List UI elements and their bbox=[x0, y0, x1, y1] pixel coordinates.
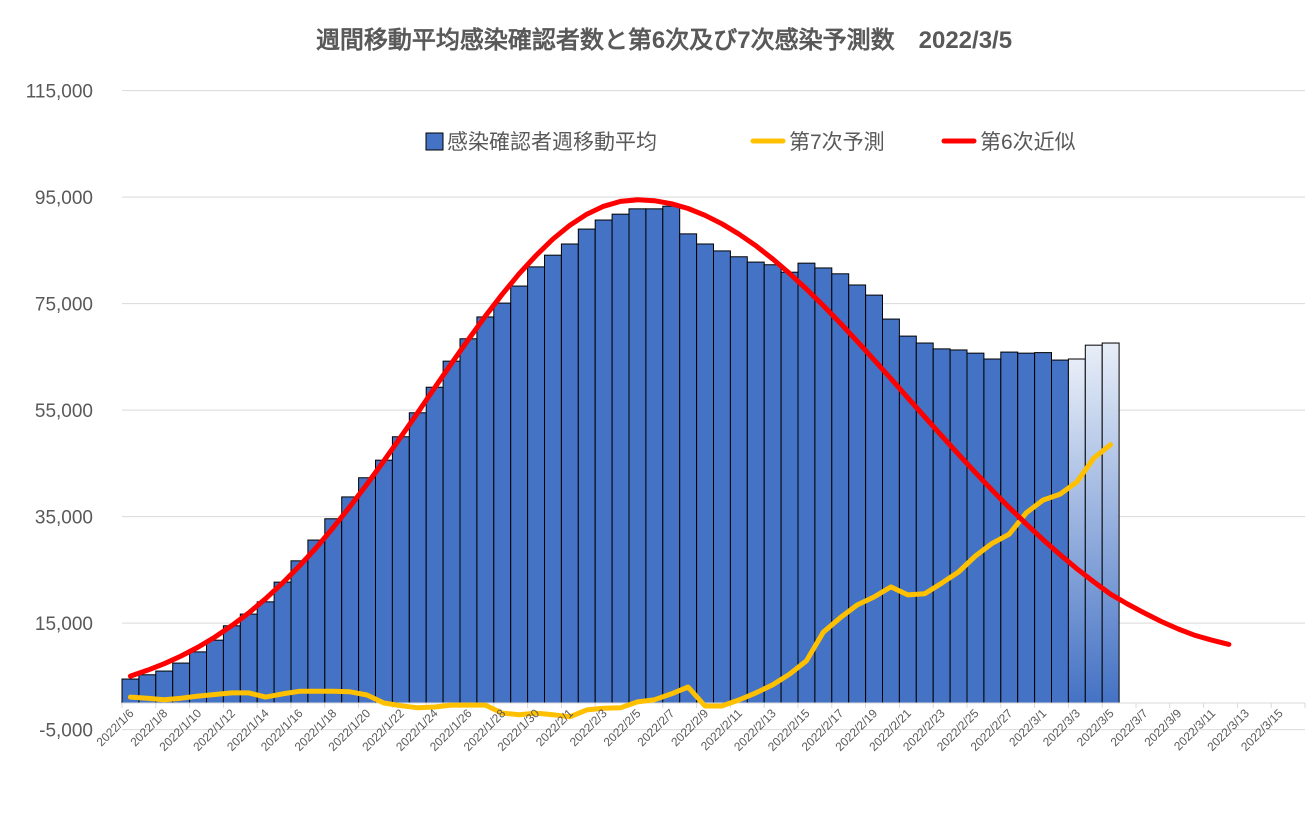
line-7th-forecast bbox=[127, 442, 1114, 720]
bar bbox=[611, 213, 630, 704]
bar bbox=[1084, 344, 1103, 704]
legend: 感染確認者週移動平均 第7次予測 第6次近似 bbox=[425, 131, 1076, 154]
bar bbox=[577, 228, 596, 704]
y-tick-label: -5,000 bbox=[39, 721, 93, 742]
bar bbox=[560, 243, 579, 704]
y-tick-label: 15,000 bbox=[35, 614, 93, 635]
bar bbox=[510, 285, 529, 704]
bar bbox=[915, 342, 934, 704]
bar bbox=[932, 348, 951, 704]
legend-label-yellow: 第7次予測 bbox=[789, 131, 885, 154]
bar bbox=[341, 496, 360, 704]
bar bbox=[662, 205, 681, 704]
bar bbox=[983, 358, 1002, 704]
bar bbox=[375, 459, 393, 704]
bar bbox=[797, 262, 816, 704]
bar bbox=[1101, 342, 1120, 704]
bar bbox=[290, 560, 309, 704]
bar bbox=[1067, 358, 1086, 704]
bar bbox=[780, 271, 799, 704]
bar bbox=[713, 250, 731, 704]
bar bbox=[1051, 359, 1069, 704]
bar bbox=[1034, 352, 1052, 704]
bar bbox=[746, 261, 765, 704]
bar bbox=[763, 264, 782, 704]
bar bbox=[949, 349, 968, 704]
bar bbox=[645, 208, 664, 704]
bar bbox=[273, 581, 292, 704]
y-tick-label: 35,000 bbox=[35, 508, 93, 529]
bar bbox=[696, 243, 714, 704]
bar bbox=[459, 338, 478, 704]
bar bbox=[966, 352, 985, 704]
bar bbox=[831, 273, 850, 704]
bar bbox=[679, 233, 698, 704]
y-axis-labels: 115,000 95,000 75,000 55,000 35,000 15,000 -5,… bbox=[26, 82, 93, 742]
bar bbox=[628, 208, 647, 704]
y-tick-label: 75,000 bbox=[35, 295, 93, 316]
y-tick-label: 55,000 bbox=[35, 401, 93, 422]
chart-title: 週間移動平均感染確認者数と第6次及び7次感染予測数 2022/3/5 bbox=[316, 26, 1012, 54]
bar bbox=[358, 477, 377, 704]
bar bbox=[408, 412, 427, 704]
bar bbox=[324, 518, 343, 704]
bar bbox=[476, 316, 495, 704]
bar bbox=[256, 601, 275, 704]
bar bbox=[527, 266, 545, 704]
bar bbox=[729, 256, 748, 704]
bar bbox=[493, 302, 512, 704]
bar-series bbox=[121, 205, 1120, 704]
y-tick-label: 115,000 bbox=[26, 82, 93, 103]
bar bbox=[442, 360, 461, 704]
bar bbox=[307, 539, 326, 704]
bar bbox=[594, 219, 613, 704]
bar bbox=[425, 386, 444, 704]
legend-swatch-bar bbox=[425, 132, 444, 151]
legend-label-red: 第6次近似 bbox=[980, 131, 1076, 154]
bar bbox=[239, 613, 258, 704]
y-tick-label: 95,000 bbox=[35, 188, 93, 209]
legend-label-bar: 感染確認者週移動平均 bbox=[447, 131, 657, 154]
line-series bbox=[127, 197, 1232, 720]
bar bbox=[391, 436, 410, 704]
bar bbox=[544, 254, 562, 704]
line-6th-fit bbox=[127, 197, 1232, 679]
